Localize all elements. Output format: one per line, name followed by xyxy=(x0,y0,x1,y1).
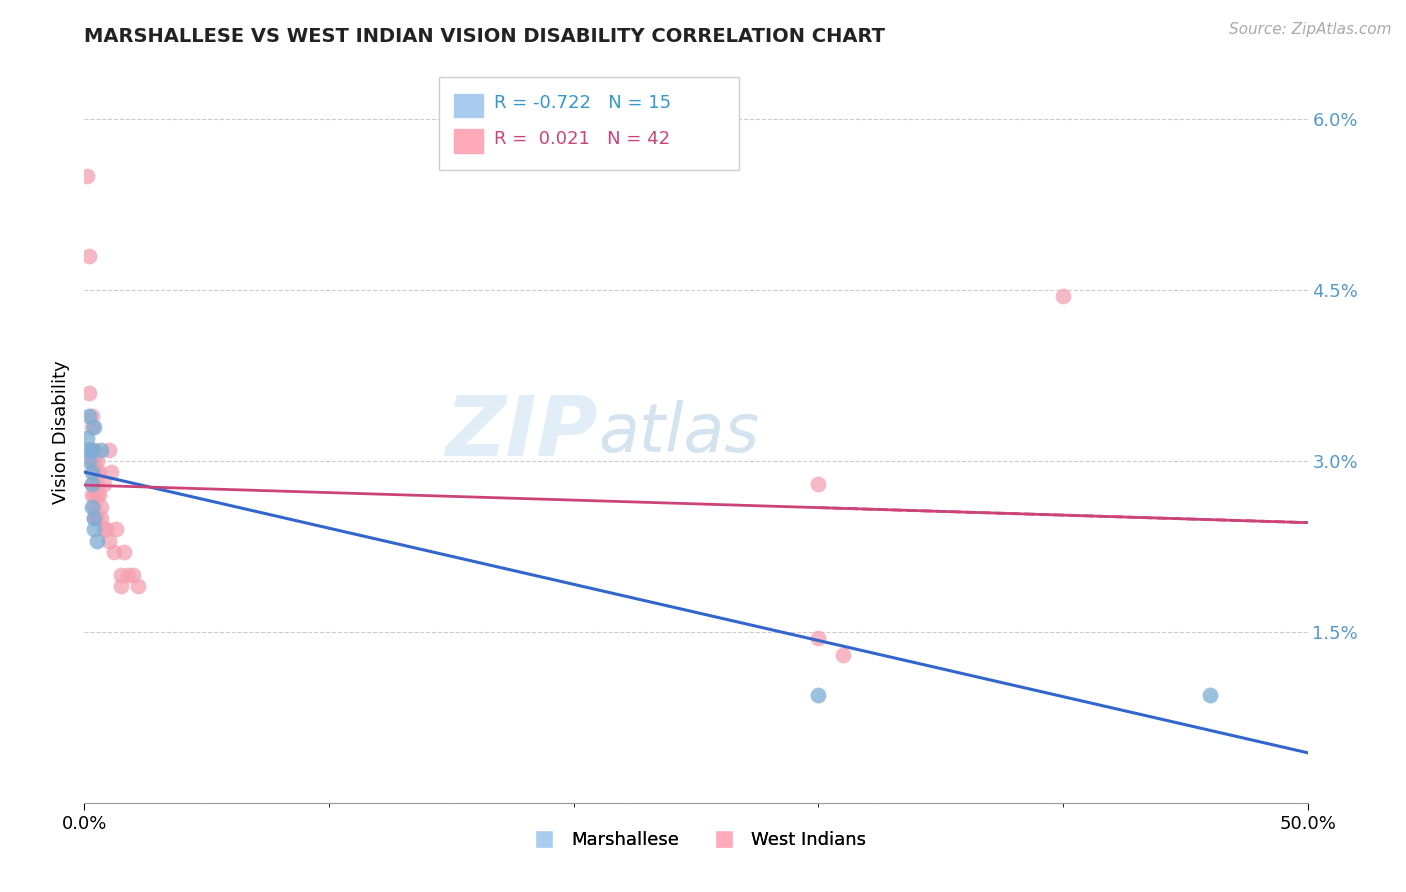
Point xyxy=(87,466,110,480)
Point xyxy=(105,523,128,537)
Point xyxy=(86,476,108,491)
Point xyxy=(83,466,105,480)
Point xyxy=(80,500,103,514)
Point xyxy=(83,523,105,537)
Point xyxy=(96,523,118,537)
Point xyxy=(83,511,105,525)
Point xyxy=(103,545,125,559)
Point xyxy=(83,488,105,502)
Point xyxy=(93,476,115,491)
Point xyxy=(80,409,103,423)
Point xyxy=(110,579,132,593)
FancyBboxPatch shape xyxy=(439,78,738,169)
Point xyxy=(77,409,100,423)
FancyBboxPatch shape xyxy=(454,94,484,117)
Point xyxy=(1198,688,1220,702)
Text: ZIP: ZIP xyxy=(446,392,598,473)
Point xyxy=(86,533,108,548)
Point xyxy=(90,500,112,514)
Point xyxy=(83,511,105,525)
Point xyxy=(1052,289,1074,303)
Point xyxy=(76,431,98,445)
Point xyxy=(86,466,108,480)
Point xyxy=(83,442,105,457)
Text: R = -0.722   N = 15: R = -0.722 N = 15 xyxy=(494,95,671,112)
Point xyxy=(807,476,830,491)
Point xyxy=(77,249,100,263)
Point xyxy=(83,500,105,514)
Point xyxy=(80,466,103,480)
Point xyxy=(80,442,103,457)
Point xyxy=(80,442,103,457)
Point xyxy=(80,488,103,502)
Point xyxy=(807,688,830,702)
Point xyxy=(93,523,115,537)
Text: atlas: atlas xyxy=(598,400,759,466)
Point xyxy=(90,442,112,457)
Point xyxy=(80,420,103,434)
Text: Source: ZipAtlas.com: Source: ZipAtlas.com xyxy=(1229,22,1392,37)
Y-axis label: Vision Disability: Vision Disability xyxy=(52,360,70,505)
Point xyxy=(831,648,853,662)
Point xyxy=(86,488,108,502)
Point xyxy=(122,568,145,582)
Point xyxy=(80,454,103,468)
FancyBboxPatch shape xyxy=(454,129,484,153)
Point xyxy=(76,169,98,184)
Point xyxy=(97,533,120,548)
Point xyxy=(127,579,149,593)
Point xyxy=(83,454,105,468)
Point xyxy=(80,476,103,491)
Point xyxy=(807,631,830,645)
Point xyxy=(90,511,112,525)
Point xyxy=(80,476,103,491)
Legend: Marshallese, West Indians: Marshallese, West Indians xyxy=(519,824,873,856)
Point xyxy=(100,466,122,480)
Point xyxy=(117,568,139,582)
Point xyxy=(87,488,110,502)
Point xyxy=(110,568,132,582)
Point xyxy=(97,442,120,457)
Text: R =  0.021   N = 42: R = 0.021 N = 42 xyxy=(494,129,671,148)
Point xyxy=(86,454,108,468)
Point xyxy=(86,511,108,525)
Point xyxy=(112,545,135,559)
Point xyxy=(77,454,100,468)
Text: MARSHALLESE VS WEST INDIAN VISION DISABILITY CORRELATION CHART: MARSHALLESE VS WEST INDIAN VISION DISABI… xyxy=(84,27,886,45)
Point xyxy=(77,385,100,400)
Point xyxy=(77,442,100,457)
Point xyxy=(83,420,105,434)
